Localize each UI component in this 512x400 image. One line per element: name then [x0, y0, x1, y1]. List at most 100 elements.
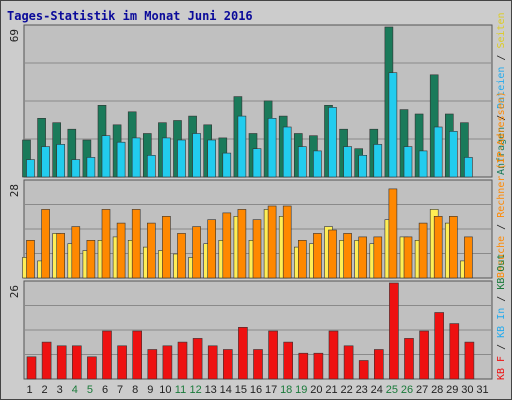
- kb-f-bar: [102, 330, 112, 380]
- day-label: 19: [295, 384, 307, 396]
- legend-middle-entry: Rechner (IP-Adressen): [496, 91, 507, 217]
- files-bar: [101, 135, 111, 178]
- visits-bar: [222, 212, 232, 279]
- kb-f-bar: [41, 341, 52, 380]
- files-bar: [252, 148, 262, 178]
- kb-f-bar: [313, 352, 324, 380]
- files-bar: [222, 152, 232, 178]
- files-bar: [147, 155, 156, 178]
- visits-bar: [252, 219, 262, 279]
- kb-f-bar: [207, 345, 218, 380]
- visits-bar: [373, 236, 383, 279]
- files-bar: [192, 133, 201, 178]
- kb-f-bar: [434, 312, 445, 380]
- visits-bar: [328, 229, 337, 279]
- visits-bar: [267, 205, 277, 279]
- visits-bar: [192, 226, 201, 279]
- visits-bar: [282, 205, 292, 279]
- kb-f-bar: [177, 341, 188, 380]
- visits-bar: [101, 209, 111, 279]
- kb-f-bar: [449, 323, 460, 380]
- files-bar: [388, 72, 398, 178]
- files-bar: [237, 115, 247, 178]
- files-bar: [177, 139, 186, 178]
- legend-bottom-entry: KB In: [496, 308, 507, 338]
- files-bar: [71, 159, 81, 178]
- visits-bar: [41, 209, 50, 279]
- kb-f-bar: [87, 356, 97, 380]
- visits-bar: [26, 240, 35, 279]
- legend-middle-entry: /: [496, 218, 507, 236]
- files-bar: [328, 107, 337, 178]
- visits-bar: [297, 240, 307, 279]
- kb-f-bar: [389, 282, 399, 380]
- day-label: 27: [416, 384, 428, 396]
- day-label: 28: [431, 384, 443, 396]
- visits-bar: [71, 226, 81, 279]
- legend-top: Anfragen / Dateien / Seiten: [496, 12, 507, 175]
- bottom-ymax-label: 26: [8, 285, 21, 298]
- day-label: 22: [340, 384, 352, 396]
- day-label: 4: [72, 384, 78, 396]
- visits-bar: [162, 216, 171, 279]
- files-bar: [26, 159, 35, 178]
- kb-f-bar: [253, 349, 263, 380]
- day-label: 13: [205, 384, 217, 396]
- files-bar: [131, 137, 141, 178]
- legend-bottom-entry: KB F: [496, 356, 507, 380]
- files-bar: [448, 131, 458, 178]
- files-bar: [297, 146, 307, 178]
- files-bar: [373, 144, 383, 178]
- day-label: 2: [42, 384, 48, 396]
- kb-f-bar: [283, 341, 294, 380]
- day-label: 11: [175, 384, 186, 396]
- files-bar: [358, 155, 368, 178]
- day-label: 8: [132, 384, 138, 396]
- day-label: 5: [87, 384, 93, 396]
- day-label: 18: [280, 384, 292, 396]
- legend-top-entry: /: [496, 49, 507, 67]
- kb-f-bar: [268, 330, 278, 380]
- visits-bar: [448, 216, 458, 279]
- legend-top-entry: Seiten: [496, 12, 507, 48]
- kb-f-bar: [223, 349, 233, 380]
- visits-bar: [237, 209, 247, 279]
- kb-f-bar: [419, 330, 429, 380]
- visits-bar: [358, 236, 368, 279]
- day-label: 29: [446, 384, 458, 396]
- files-bar: [267, 118, 277, 178]
- visits-bar: [207, 219, 216, 279]
- day-label: 7: [117, 384, 123, 396]
- day-label: 24: [371, 384, 383, 396]
- chart-title: Tages-Statistik im Monat Juni 2016: [7, 9, 253, 23]
- files-bar: [282, 126, 292, 178]
- day-label: 9: [147, 384, 153, 396]
- kb-f-bar: [238, 326, 248, 380]
- day-label: 31: [476, 384, 488, 396]
- kb-f-bar: [26, 356, 37, 380]
- files-bar: [207, 139, 216, 178]
- day-label: 6: [102, 384, 108, 396]
- visits-bar: [56, 233, 66, 279]
- kb-f-bar: [56, 345, 67, 380]
- visits-bar: [131, 209, 141, 279]
- legend-bottom: KB F / KB In / KB Out: [496, 254, 507, 380]
- visits-bar: [388, 188, 398, 279]
- files-bar: [41, 146, 50, 178]
- kb-f-bar: [343, 345, 354, 380]
- day-label: 14: [220, 384, 232, 396]
- files-bar: [56, 144, 66, 178]
- files-bar: [433, 126, 443, 178]
- day-label: 16: [250, 384, 262, 396]
- visits-bar: [433, 216, 443, 279]
- day-label: 26: [401, 384, 413, 396]
- files-bar: [86, 157, 96, 178]
- kb-f-bar: [464, 341, 475, 380]
- day-label: 15: [235, 384, 247, 396]
- visits-bar: [403, 236, 413, 279]
- files-bar: [116, 141, 126, 178]
- day-label: 1: [26, 384, 32, 396]
- kb-f-bar: [298, 352, 309, 380]
- files-bar: [162, 137, 171, 178]
- visits-bar: [86, 240, 96, 279]
